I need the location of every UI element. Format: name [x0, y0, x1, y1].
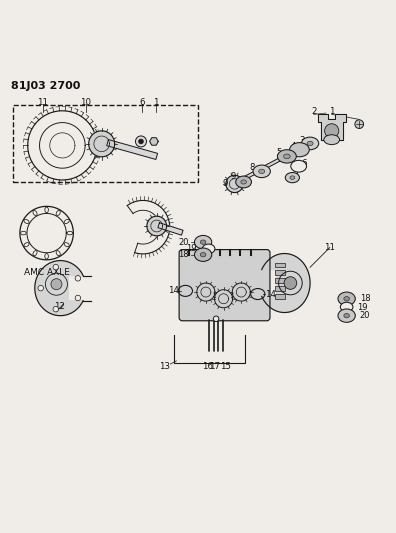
Ellipse shape — [307, 141, 313, 146]
Bar — [275, 270, 284, 275]
Ellipse shape — [344, 296, 349, 301]
Text: 18: 18 — [178, 250, 189, 259]
Text: 2: 2 — [311, 108, 317, 117]
Circle shape — [139, 139, 143, 144]
Ellipse shape — [289, 143, 309, 157]
Text: 19: 19 — [186, 244, 196, 253]
Ellipse shape — [291, 160, 307, 172]
Bar — [275, 263, 284, 267]
Polygon shape — [107, 140, 158, 159]
Circle shape — [355, 120, 364, 128]
Ellipse shape — [259, 169, 265, 174]
Text: 20: 20 — [178, 238, 189, 247]
Circle shape — [284, 277, 297, 289]
Ellipse shape — [301, 137, 319, 150]
Ellipse shape — [285, 173, 299, 183]
Text: 20: 20 — [360, 311, 370, 320]
Text: 6: 6 — [139, 98, 145, 107]
Polygon shape — [197, 283, 215, 301]
Circle shape — [53, 306, 59, 312]
Ellipse shape — [241, 180, 246, 184]
Ellipse shape — [64, 243, 69, 247]
Ellipse shape — [56, 211, 60, 215]
Circle shape — [213, 316, 219, 321]
Text: 14: 14 — [168, 286, 179, 295]
Ellipse shape — [202, 244, 215, 254]
Ellipse shape — [45, 207, 48, 213]
Circle shape — [325, 124, 339, 138]
Ellipse shape — [278, 150, 296, 163]
Text: 9: 9 — [231, 172, 236, 181]
Ellipse shape — [253, 165, 270, 177]
Text: 1: 1 — [153, 98, 159, 107]
Bar — [13, 106, 198, 182]
Ellipse shape — [236, 176, 251, 188]
Text: 17: 17 — [209, 362, 221, 371]
Text: 16: 16 — [202, 362, 213, 371]
Text: 8: 8 — [249, 163, 255, 172]
Circle shape — [135, 136, 147, 147]
Ellipse shape — [290, 176, 295, 180]
Text: 14: 14 — [265, 289, 276, 298]
Ellipse shape — [45, 254, 48, 259]
Text: 10: 10 — [80, 98, 91, 107]
Text: 11: 11 — [37, 98, 48, 107]
Ellipse shape — [344, 313, 349, 318]
Text: 12: 12 — [54, 302, 65, 311]
Ellipse shape — [200, 253, 206, 257]
Ellipse shape — [24, 220, 29, 223]
Text: AMC AXLE: AMC AXLE — [24, 269, 70, 278]
Ellipse shape — [33, 211, 37, 215]
Text: 13: 13 — [159, 362, 170, 371]
Polygon shape — [232, 283, 250, 301]
Text: 3: 3 — [299, 136, 305, 145]
Polygon shape — [262, 254, 310, 312]
Circle shape — [51, 279, 62, 290]
Ellipse shape — [21, 231, 26, 235]
Ellipse shape — [194, 248, 212, 261]
Polygon shape — [89, 131, 114, 157]
Text: 15: 15 — [220, 362, 231, 371]
Text: 6: 6 — [301, 159, 307, 168]
Bar — [275, 294, 284, 298]
Text: 7: 7 — [293, 171, 299, 180]
Ellipse shape — [200, 240, 206, 244]
Text: 81J03 2700: 81J03 2700 — [11, 81, 81, 91]
Ellipse shape — [338, 292, 355, 305]
Text: 19: 19 — [358, 303, 368, 311]
Circle shape — [75, 276, 81, 281]
Ellipse shape — [24, 243, 29, 247]
Ellipse shape — [284, 154, 290, 159]
Polygon shape — [147, 216, 167, 236]
Circle shape — [38, 285, 44, 291]
Text: 18: 18 — [360, 294, 370, 303]
Polygon shape — [35, 261, 83, 316]
Text: 4: 4 — [290, 142, 296, 151]
Ellipse shape — [56, 251, 60, 256]
Text: 9: 9 — [222, 180, 227, 189]
Ellipse shape — [33, 251, 37, 256]
Ellipse shape — [64, 220, 69, 223]
Polygon shape — [318, 114, 346, 140]
Ellipse shape — [324, 135, 339, 144]
Bar — [275, 286, 284, 291]
Ellipse shape — [67, 231, 72, 235]
Text: 1: 1 — [329, 108, 335, 117]
Polygon shape — [150, 138, 158, 145]
Text: 11: 11 — [324, 243, 335, 252]
Bar — [275, 278, 284, 283]
Polygon shape — [236, 147, 301, 183]
Circle shape — [53, 264, 59, 270]
Polygon shape — [215, 290, 232, 308]
Ellipse shape — [340, 302, 353, 312]
Polygon shape — [226, 175, 243, 192]
Circle shape — [75, 295, 81, 301]
Text: 5: 5 — [276, 148, 282, 157]
Polygon shape — [158, 223, 183, 235]
Ellipse shape — [194, 236, 212, 249]
Ellipse shape — [338, 309, 355, 322]
FancyBboxPatch shape — [179, 249, 270, 321]
